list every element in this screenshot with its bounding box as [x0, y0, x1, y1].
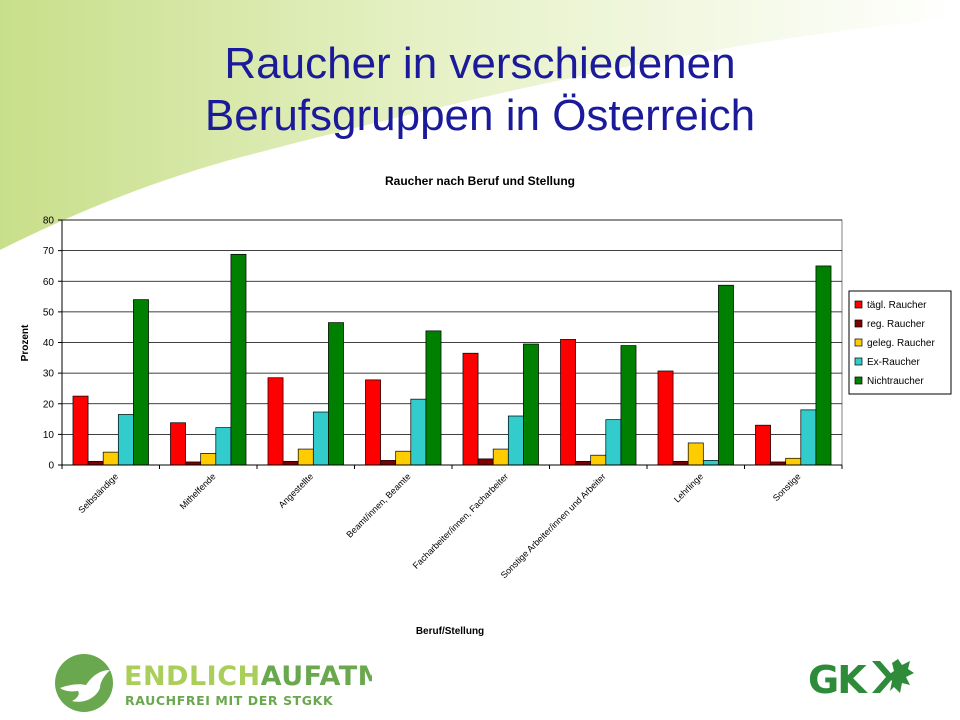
bar-4-3: [312, 411, 329, 466]
chart-gridlines: [61, 219, 843, 466]
x-axis-label: Beruf/Stellung: [416, 626, 484, 637]
bar-3-5: [492, 448, 509, 466]
logo-word-aufatmen: AUFATMEN: [261, 661, 372, 692]
bar-4-2: [215, 427, 232, 466]
y-tick-label: 0: [48, 461, 54, 472]
legend-swatch: [854, 300, 863, 309]
bar-2-7: [672, 460, 689, 466]
bar-3-1: [102, 451, 119, 466]
bar-4-6: [605, 419, 622, 466]
bar-3-6: [590, 454, 607, 466]
logo-word-endlich: ENDLICH: [124, 661, 261, 692]
y-tick-label: 20: [43, 399, 55, 410]
panther-icon: [888, 659, 914, 693]
bird-icon: [60, 670, 110, 702]
bar-4-8: [800, 409, 817, 466]
legend-swatch: [854, 319, 863, 328]
y-tick-label: 80: [43, 216, 55, 227]
chart-y-ticks: 0 10 20 30 40 50 60 70 80: [43, 216, 62, 472]
bar-2-4: [380, 460, 397, 466]
bar-5-1: [133, 299, 149, 466]
bar-4-4: [410, 398, 427, 466]
bar-1-7: [657, 370, 674, 466]
x-tick-label: Sonstige Arbeiter/innen und Arbeiter: [499, 471, 608, 580]
bar-3-3: [297, 448, 314, 466]
bar-3-7: [687, 442, 704, 466]
bar-1-1: [72, 395, 89, 466]
bar-5-2: [230, 253, 247, 466]
bar-5-4: [425, 330, 442, 466]
slide-title-line-2: Berufsgruppen in Österreich: [204, 91, 756, 140]
x-tick-label: Sonstige: [771, 471, 803, 503]
bar-5-3: [328, 322, 344, 466]
y-tick-label: 70: [43, 246, 55, 257]
bar-1-3: [267, 377, 284, 466]
chart-bars: [72, 253, 832, 466]
slide-title: Raucher in verschiedenen Berufsgruppen i…: [0, 38, 960, 142]
legend-label: reg. Raucher: [867, 319, 925, 330]
bar-2-6: [575, 460, 592, 466]
endlich-aufatmen-logo: ENDLICHAUFATMEN RAUCHFREI MIT DER STGKK: [55, 654, 372, 712]
x-tick-label: Mithelfende: [178, 471, 218, 511]
slide-title-line-1: Raucher in verschiedenen: [224, 39, 736, 88]
bar-3-8: [785, 457, 802, 466]
bar-5-5: [523, 343, 539, 466]
legend-label: geleg. Raucher: [867, 338, 935, 349]
bar-3-4: [395, 450, 412, 466]
x-tick-label: Facharbeiter/innen, Facharbeiter: [411, 471, 510, 570]
bar-4-5: [507, 415, 524, 466]
legend-swatch: [854, 357, 863, 366]
legend-swatch: [854, 338, 863, 347]
bar-1-4: [365, 379, 381, 466]
bar-5-8: [815, 265, 832, 466]
y-tick-label: 30: [43, 369, 55, 380]
bar-4-7: [702, 460, 719, 466]
gkk-logo: GK: [808, 658, 914, 700]
y-tick-label: 10: [43, 430, 55, 441]
bar-1-2: [170, 422, 186, 466]
y-tick-label: 60: [43, 277, 55, 288]
legend-box: [848, 290, 952, 395]
bar-5-7: [718, 284, 734, 466]
bar-3-2: [200, 453, 217, 466]
x-tick-label: Lehrlinge: [672, 471, 705, 504]
chart-title: Raucher nach Beruf und Stellung: [385, 174, 575, 188]
x-tick-label: Angestellte: [277, 471, 316, 510]
x-tick-label: Selbständige: [76, 471, 120, 515]
bar-1-8: [755, 424, 771, 466]
bar-1-5: [462, 352, 479, 466]
y-tick-label: 50: [43, 307, 55, 318]
logo-tagline: RAUCHFREI MIT DER STGKK: [125, 693, 334, 708]
legend-label: Ex-Raucher: [867, 357, 920, 368]
legend-label: Nichtraucher: [867, 376, 924, 387]
bar-2-1: [87, 460, 104, 466]
legend-label: tägl. Raucher: [867, 300, 927, 311]
logo-circle-icon: [55, 654, 113, 712]
svg-text:ENDLICHAUFATMEN: ENDLICHAUFATMEN: [124, 661, 372, 692]
x-tick-label: Beamt/innen, Beamte: [344, 471, 412, 539]
bar-4-1: [117, 414, 134, 466]
legend-swatch: [854, 376, 863, 385]
bar-2-3: [282, 460, 299, 466]
bar-1-6: [560, 339, 576, 466]
bar-5-6: [620, 345, 637, 466]
chart-x-ticks: Selbständige Mithelfende Angestellte Beamt/…: [61, 465, 843, 580]
chart-legend: tägl. Raucher reg. Raucher geleg. Raucher E…: [848, 290, 952, 395]
bar-2-5: [477, 458, 494, 466]
y-axis-label: Prozent: [20, 324, 31, 361]
gkk-letters: GK: [808, 658, 868, 700]
y-tick-label: 40: [43, 338, 55, 349]
bar-chart: Raucher nach Beruf und Stellung 0 10 20 30 4…: [20, 174, 952, 637]
